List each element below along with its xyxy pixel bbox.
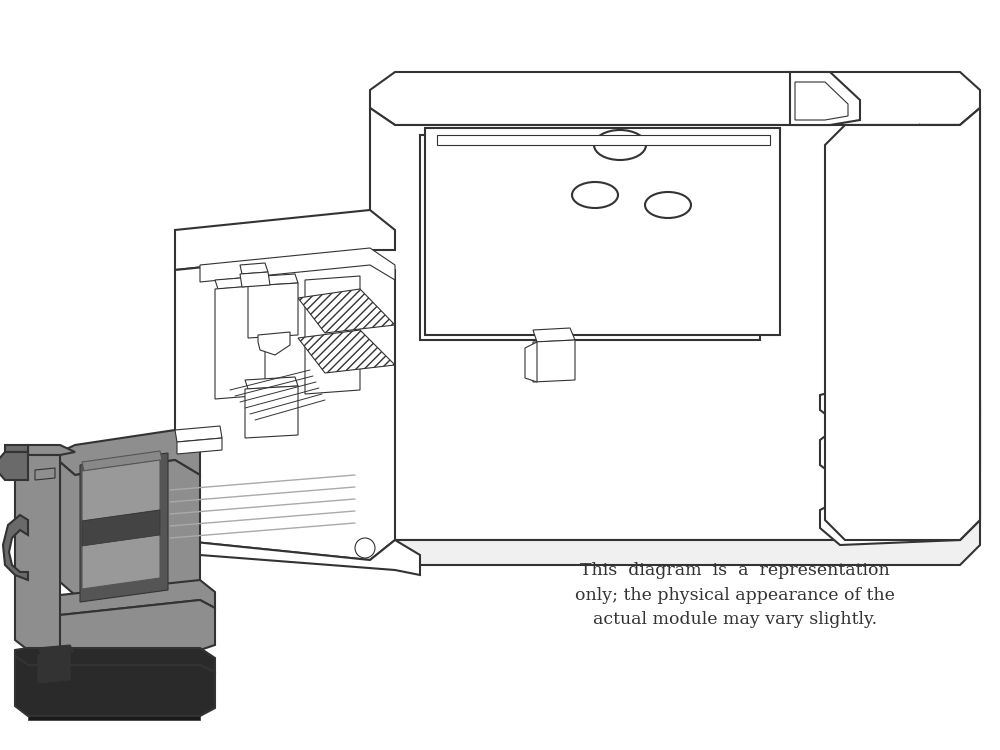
- Polygon shape: [200, 248, 395, 282]
- Ellipse shape: [594, 130, 646, 160]
- Polygon shape: [795, 82, 848, 120]
- Polygon shape: [82, 510, 160, 546]
- Polygon shape: [28, 445, 75, 455]
- Polygon shape: [240, 272, 270, 287]
- Polygon shape: [790, 72, 860, 125]
- Ellipse shape: [645, 192, 691, 218]
- Polygon shape: [370, 520, 980, 565]
- Polygon shape: [298, 289, 395, 333]
- Circle shape: [355, 538, 375, 558]
- Polygon shape: [175, 250, 395, 560]
- Ellipse shape: [572, 182, 618, 208]
- Polygon shape: [177, 438, 222, 454]
- Polygon shape: [215, 285, 265, 399]
- Polygon shape: [60, 460, 200, 610]
- Polygon shape: [305, 276, 360, 394]
- Polygon shape: [370, 72, 980, 125]
- Polygon shape: [175, 540, 420, 575]
- Polygon shape: [825, 108, 980, 540]
- Polygon shape: [15, 656, 215, 716]
- Polygon shape: [82, 460, 160, 521]
- Polygon shape: [48, 600, 215, 650]
- Polygon shape: [175, 210, 395, 270]
- Polygon shape: [370, 108, 980, 540]
- Polygon shape: [175, 426, 222, 442]
- Polygon shape: [533, 340, 575, 382]
- Polygon shape: [0, 452, 28, 480]
- Polygon shape: [38, 645, 74, 655]
- Polygon shape: [920, 125, 945, 180]
- Polygon shape: [15, 455, 60, 650]
- Polygon shape: [533, 328, 575, 342]
- Polygon shape: [425, 128, 780, 335]
- Polygon shape: [3, 515, 28, 580]
- Polygon shape: [248, 274, 298, 286]
- Polygon shape: [437, 135, 770, 145]
- Polygon shape: [48, 580, 215, 615]
- Polygon shape: [258, 332, 290, 355]
- Text: This  diagram  is  a  representation
only; the physical appearance of the
actual: This diagram is a representation only; t…: [575, 562, 895, 628]
- Polygon shape: [38, 652, 70, 683]
- Polygon shape: [820, 385, 980, 425]
- Polygon shape: [245, 377, 298, 389]
- Polygon shape: [35, 468, 55, 480]
- Polygon shape: [820, 480, 980, 545]
- Polygon shape: [82, 451, 162, 471]
- Polygon shape: [420, 135, 760, 340]
- Polygon shape: [298, 330, 395, 373]
- Polygon shape: [28, 716, 200, 720]
- Polygon shape: [60, 650, 200, 660]
- Polygon shape: [920, 125, 960, 135]
- Polygon shape: [430, 140, 680, 320]
- Polygon shape: [245, 386, 298, 438]
- Polygon shape: [80, 453, 168, 602]
- Polygon shape: [248, 283, 298, 338]
- Polygon shape: [82, 524, 160, 589]
- Polygon shape: [525, 342, 537, 382]
- Polygon shape: [60, 430, 200, 475]
- Polygon shape: [240, 263, 268, 274]
- Polygon shape: [15, 648, 215, 672]
- Polygon shape: [215, 276, 268, 289]
- Polygon shape: [5, 445, 28, 452]
- Polygon shape: [820, 415, 980, 480]
